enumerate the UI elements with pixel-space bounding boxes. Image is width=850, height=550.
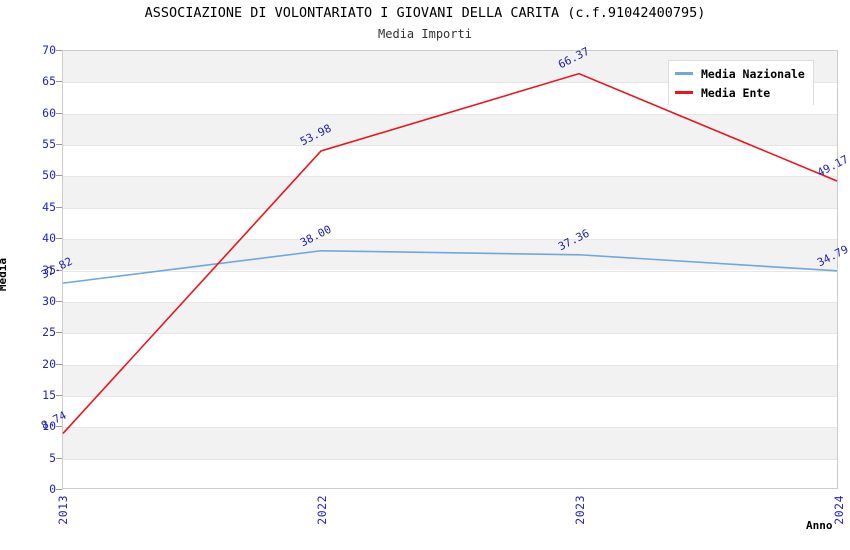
- background-band: [63, 427, 837, 459]
- gridline: [63, 82, 837, 84]
- gridline: [63, 207, 837, 209]
- y-axis-tick-mark: [56, 332, 62, 334]
- y-axis-tick-mark: [56, 81, 62, 83]
- x-axis-label: Anno: [806, 519, 833, 532]
- y-axis-tick-mark: [56, 206, 62, 208]
- y-axis-tick-label: 65: [42, 74, 56, 89]
- y-axis-tick-mark: [56, 269, 62, 271]
- y-axis-tick-label: 55: [42, 137, 56, 152]
- gridline: [63, 301, 837, 303]
- legend-label-media-nazionale: Media Nazionale: [701, 66, 805, 81]
- series-line-media-ente: [62, 72, 838, 434]
- legend-item-media-nazionale[interactable]: Media Nazionale: [675, 64, 805, 83]
- background-band: [63, 364, 837, 396]
- y-axis-tick-label: 15: [42, 387, 56, 402]
- gridline: [63, 176, 837, 178]
- y-axis-tick-label: 5: [49, 450, 56, 465]
- background-band: [63, 239, 837, 271]
- legend-swatch-media-ente: [675, 91, 693, 94]
- y-axis-label: Media: [0, 258, 9, 292]
- legend-item-media-ente[interactable]: Media Ente: [675, 83, 805, 102]
- x-axis-tick-label: 2023: [573, 495, 588, 525]
- chart-subtitle: Media Importi: [378, 27, 472, 41]
- y-axis-tick-mark: [56, 50, 62, 51]
- x-axis-tick-label: 2022: [314, 495, 329, 525]
- y-axis-tick-label: 20: [42, 356, 56, 371]
- gridline: [63, 364, 837, 366]
- y-axis-tick-mark: [56, 426, 62, 428]
- gridline: [63, 427, 837, 429]
- y-axis-tick-label: 70: [42, 43, 56, 57]
- y-axis-tick-mark: [56, 457, 62, 459]
- y-axis-tick-mark: [56, 489, 62, 490]
- background-band: [63, 113, 837, 146]
- y-axis-tick-mark: [56, 394, 62, 396]
- chart-title: ASSOCIAZIONE DI VOLONTARIATO I GIOVANI D…: [144, 5, 706, 21]
- y-axis-tick-label: 50: [42, 168, 56, 183]
- y-axis-tick-mark: [56, 238, 62, 240]
- y-axis-tick-label: 45: [42, 199, 56, 214]
- y-axis-tick-mark: [56, 300, 62, 302]
- gridline: [63, 145, 837, 147]
- x-axis-tick-label: 2024: [832, 495, 846, 525]
- y-axis-tick-mark: [56, 363, 62, 365]
- y-axis-tick-mark: [56, 112, 62, 114]
- y-axis-tick-mark: [56, 144, 62, 146]
- gridline: [63, 395, 837, 397]
- gridline: [63, 458, 837, 460]
- x-axis-tick-label: 2013: [56, 495, 70, 525]
- plot-area: [62, 50, 838, 489]
- y-axis-tick-label: 30: [42, 293, 56, 308]
- y-axis-tick-label: 40: [42, 231, 56, 246]
- gridline: [63, 270, 837, 272]
- chart-legend: Media Nazionale Media Ente: [668, 60, 814, 105]
- background-band: [63, 301, 837, 334]
- series-line-media-nazionale: [62, 249, 838, 284]
- gridline: [63, 113, 837, 115]
- series-lines: [62, 72, 838, 434]
- gridline: [63, 333, 837, 335]
- y-axis-tick-mark: [56, 175, 62, 177]
- y-axis-tick-label: 25: [42, 325, 56, 340]
- y-axis-tick-label: 35: [42, 262, 56, 277]
- y-axis-tick-label: 0: [49, 482, 56, 496]
- gridline: [63, 239, 837, 241]
- legend-label-media-ente: Media Ente: [701, 85, 771, 100]
- background-band: [63, 176, 837, 208]
- y-axis-tick-label: 60: [42, 105, 56, 120]
- y-axis-tick-label: 10: [42, 419, 56, 434]
- legend-swatch-media-nazionale: [675, 72, 693, 75]
